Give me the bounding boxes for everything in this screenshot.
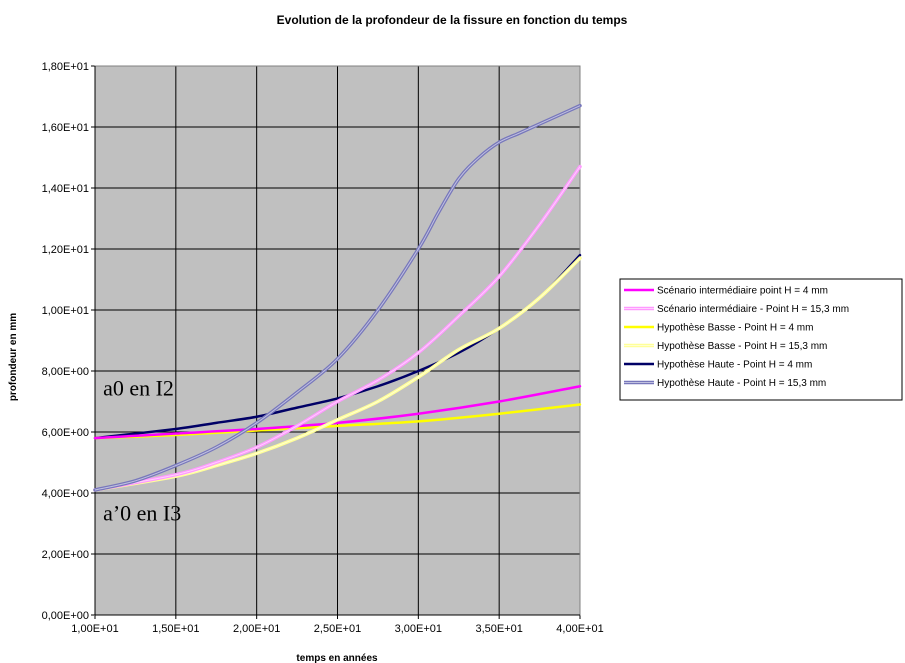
y-axis-title: profondeur en mm <box>8 313 19 401</box>
x-axis-title: temps en années <box>296 653 378 663</box>
legend: Scénario intermédiaire point H = 4 mm Scé… <box>619 278 903 401</box>
legend-entry: Scénario intermédiaire - Point H = 15,3 … <box>624 304 849 315</box>
axes: 0,00E+00 2,00E+00 4,00E+00 6,00E+00 8,00E+00… <box>42 61 604 635</box>
series-line-path <box>93 385 582 440</box>
annotations: a0 en I2 a’0 en I3 <box>103 375 181 525</box>
annotation-label: a0 en I2 <box>103 375 174 400</box>
y-tick-label: 1,20E+01 <box>42 244 89 256</box>
x-tick-label: 4,00E+01 <box>556 623 603 635</box>
series-line-inner <box>94 166 581 491</box>
y-tick-label: 8,00E+00 <box>42 366 89 378</box>
x-tick-label: 2,00E+01 <box>233 623 280 635</box>
series-line <box>93 103 582 492</box>
legend-label: Hypothèse Haute - Point H = 4 mm <box>657 360 812 371</box>
x-tick-label: 3,00E+01 <box>395 623 442 635</box>
legend-entry: Hypothèse Basse - Point H = 4 mm <box>624 323 813 334</box>
x-tick-label: 3,50E+01 <box>475 623 522 635</box>
series-line <box>93 256 582 492</box>
legend-entry: Hypothèse Haute - Point H = 4 mm <box>624 360 812 371</box>
legend-label: Scénario intermédiaire - Point H = 15,3 … <box>657 304 849 315</box>
y-tick-label: 2,00E+00 <box>42 549 89 561</box>
x-tick-label: 1,00E+01 <box>71 623 118 635</box>
legend-label: Scénario intermédiaire point H = 4 mm <box>657 286 828 297</box>
chart-title: Evolution de la profondeur de la fissure… <box>277 13 628 27</box>
y-tick-label: 1,00E+01 <box>42 305 89 317</box>
x-tick-label: 1,50E+01 <box>152 623 199 635</box>
y-tick-label: 6,00E+00 <box>42 427 89 439</box>
y-tick-label: 1,40E+01 <box>42 183 89 195</box>
legend-entry: Scénario intermédiaire point H = 4 mm <box>624 286 828 297</box>
y-tick-label: 1,80E+01 <box>42 61 89 73</box>
annotation-label: a’0 en I3 <box>103 500 181 525</box>
legend-entry: Hypothèse Basse - Point H = 15,3 mm <box>624 341 827 352</box>
y-tick-label: 0,00E+00 <box>42 610 89 622</box>
series-line <box>93 164 582 492</box>
series-line-inner <box>94 105 581 491</box>
series-line-path <box>93 403 582 440</box>
legend-label: Hypothèse Basse - Point H = 15,3 mm <box>657 341 827 352</box>
series-line <box>93 385 582 440</box>
y-tick-label: 1,60E+01 <box>42 122 89 134</box>
legend-entry: Hypothèse Haute - Point H = 15,3 mm <box>624 378 826 389</box>
x-tick-label: 2,50E+01 <box>314 623 361 635</box>
series-lines <box>93 103 582 492</box>
legend-label: Hypothèse Haute - Point H = 15,3 mm <box>657 378 826 389</box>
legend-box <box>619 278 903 401</box>
y-tick-label: 4,00E+00 <box>42 488 89 500</box>
series-line <box>93 403 582 440</box>
series-line-inner <box>94 257 581 491</box>
legend-label: Hypothèse Basse - Point H = 4 mm <box>657 323 813 334</box>
